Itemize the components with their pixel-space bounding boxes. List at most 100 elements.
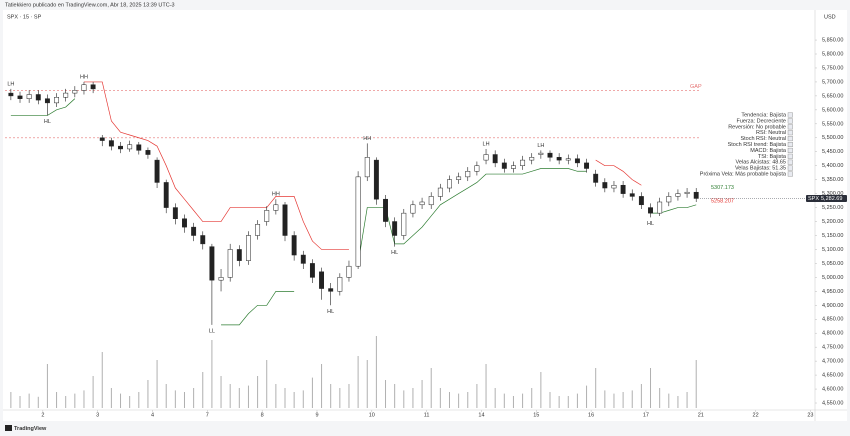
volume-bar (183, 392, 185, 408)
trail-line (10, 98, 697, 326)
y-tick-label: 5,500.00 (822, 135, 843, 141)
volume-bar (193, 388, 195, 408)
volume-bar (321, 364, 323, 408)
volume-bar (659, 388, 661, 408)
pivot-label: LL (209, 328, 215, 334)
candle-body (483, 154, 489, 161)
candle-body (547, 152, 553, 158)
candle-body (556, 157, 562, 161)
candle-body (264, 210, 270, 222)
info-icon (787, 124, 793, 130)
candle-body (172, 207, 178, 219)
volume-bar (247, 385, 249, 408)
x-tick-label: 2 (41, 412, 44, 418)
y-tick-label: 5,400.00 (822, 163, 843, 169)
volume-bar (174, 390, 176, 408)
pivot-label: HH (80, 74, 88, 80)
pivot-label: LH (483, 141, 490, 147)
volume-bar (37, 396, 39, 408)
volume-bar (421, 380, 423, 408)
info-icon (787, 171, 793, 177)
volume-bar (238, 388, 240, 408)
x-tick-label: 16 (588, 412, 594, 418)
info-icon (787, 153, 793, 159)
candle-body (437, 187, 443, 197)
candle-body (364, 157, 370, 178)
pivot-label: LH (537, 143, 544, 149)
price-tag-symbol: SPX (808, 196, 819, 202)
candle-body (337, 277, 343, 292)
candle-body (90, 84, 96, 90)
candle-body (593, 173, 599, 183)
footer: TradingView (14, 426, 47, 432)
candle-body (246, 235, 251, 261)
candle-body (209, 246, 215, 281)
pivot-label: HL (391, 250, 398, 256)
y-tick-label: 5,300.00 (822, 191, 843, 197)
volume-bar (540, 372, 542, 408)
candle-body (309, 263, 315, 278)
candle-body (638, 196, 644, 206)
candle-body (447, 179, 452, 189)
y-tick-label: 4,650.00 (822, 373, 843, 379)
y-tick-label: 4,900.00 (822, 303, 843, 309)
volume-bar (467, 392, 469, 408)
candle-body (355, 176, 361, 267)
volume-bar (549, 392, 551, 408)
y-tick-label: 5,100.00 (822, 247, 843, 253)
candle-body (602, 182, 608, 189)
y-tick-label: 4,950.00 (822, 289, 843, 295)
signal-level: 5258.207 (711, 199, 734, 205)
candle-body (538, 152, 544, 155)
candle-body (648, 207, 653, 214)
volume-bar (293, 392, 295, 408)
candle-body (72, 90, 78, 94)
candle-body (81, 84, 87, 91)
info-line: Reversión: No probable (728, 124, 786, 130)
x-tick-label: 9 (315, 412, 318, 418)
candle-body (565, 158, 571, 161)
volume-bar (284, 388, 286, 408)
volume-bar (476, 384, 478, 408)
candle-body (410, 204, 416, 214)
logo (5, 425, 12, 431)
x-tick-label: 14 (478, 412, 484, 418)
y-tick-label: 5,000.00 (822, 275, 843, 281)
pivot-label: HL (327, 309, 334, 315)
candle-body (675, 193, 681, 197)
info-line: Velas Bajistas: 51.35 (735, 166, 786, 172)
volume-bar (65, 396, 67, 408)
volume-bar (677, 396, 679, 408)
candle-body (200, 235, 206, 245)
candle-body (611, 184, 617, 189)
volume-bar (202, 372, 204, 408)
candle-body (273, 204, 279, 211)
y-tick-label: 4,550.00 (822, 400, 843, 406)
candle-body (255, 224, 261, 236)
volume-bar (586, 385, 588, 408)
volume-bar (101, 352, 103, 408)
volume-bar (56, 392, 58, 408)
candle-body (584, 162, 590, 169)
info-icon (787, 165, 793, 171)
candle-body (373, 159, 379, 200)
volume-bar (604, 390, 606, 408)
candle-body (428, 196, 434, 206)
candle-body (684, 191, 690, 194)
y-tick-label: 5,050.00 (822, 261, 843, 267)
candle-body (620, 184, 626, 194)
info-line: Stoch RSI: Neutral (740, 136, 786, 142)
candle-body (118, 145, 123, 150)
candle-body (629, 193, 635, 197)
volume-bar (220, 376, 222, 408)
volume-bar (668, 393, 670, 408)
volume-bar (640, 384, 642, 408)
volume-bar (46, 364, 48, 408)
volume-bar (622, 392, 624, 408)
x-tick-label: 21 (698, 412, 704, 418)
y-tick-label: 5,200.00 (822, 219, 843, 225)
pivot-label: HH (272, 192, 280, 198)
candle-body (218, 277, 224, 281)
y-tick-label: 5,150.00 (822, 233, 843, 239)
candle-body (383, 198, 388, 222)
